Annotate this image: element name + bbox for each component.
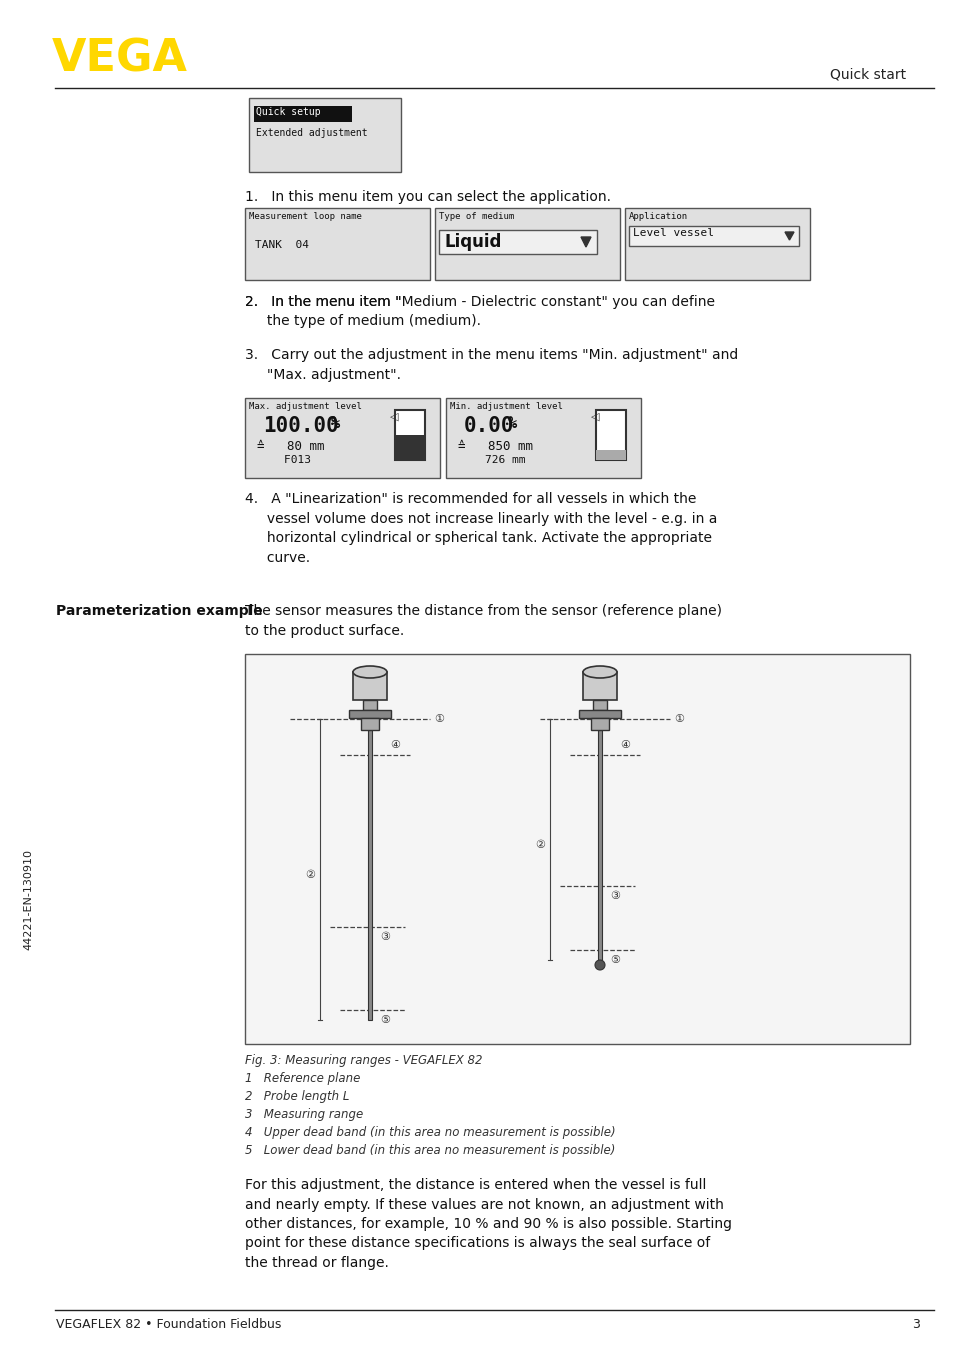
Text: ≙   850 mm: ≙ 850 mm: [457, 440, 533, 454]
Text: Quick start: Quick start: [829, 68, 905, 83]
Text: F013: F013: [256, 455, 311, 464]
Text: 1   Reference plane: 1 Reference plane: [245, 1072, 360, 1085]
Text: ◁: ◁: [390, 412, 398, 422]
Polygon shape: [580, 237, 590, 246]
Bar: [253, 106, 352, 122]
Text: ③: ③: [609, 891, 619, 900]
Bar: [249, 97, 400, 172]
Text: ◁: ◁: [590, 412, 598, 422]
Bar: [628, 226, 799, 246]
Polygon shape: [784, 232, 793, 240]
Text: ≙   80 mm: ≙ 80 mm: [256, 440, 324, 454]
Text: %: %: [331, 416, 340, 431]
Bar: [593, 700, 606, 709]
Text: ③: ③: [379, 932, 390, 942]
Text: 3: 3: [911, 1317, 919, 1331]
Text: 3   Measuring range: 3 Measuring range: [245, 1108, 363, 1121]
Text: 4.   A "Linearization" is recommended for all vessels in which the
     vessel v: 4. A "Linearization" is recommended for …: [245, 492, 717, 565]
Bar: [596, 410, 625, 460]
Bar: [582, 672, 617, 700]
Text: ②: ②: [535, 839, 544, 850]
Text: ①: ①: [434, 714, 443, 724]
Bar: [578, 709, 620, 718]
Bar: [360, 718, 378, 730]
Text: ⑤: ⑤: [379, 1016, 390, 1025]
Text: %: %: [507, 416, 517, 431]
Text: ②: ②: [305, 871, 314, 880]
Bar: [590, 718, 608, 730]
Text: 44221-EN-130910: 44221-EN-130910: [23, 849, 33, 951]
Bar: [349, 709, 391, 718]
Text: 5   Lower dead band (in this area no measurement is possible): 5 Lower dead band (in this area no measu…: [245, 1144, 615, 1158]
Text: Min. adjustment level: Min. adjustment level: [450, 402, 562, 412]
Text: Liquid: Liquid: [444, 233, 502, 250]
Text: Measurement loop name: Measurement loop name: [249, 213, 361, 221]
Circle shape: [595, 960, 604, 969]
Bar: [395, 410, 424, 460]
Text: 3.   Carry out the adjustment in the menu items "Min. adjustment" and
     "Max.: 3. Carry out the adjustment in the menu …: [245, 348, 738, 382]
Text: Max. adjustment level: Max. adjustment level: [249, 402, 361, 412]
Text: For this adjustment, the distance is entered when the vessel is full
and nearly : For this adjustment, the distance is ent…: [245, 1178, 731, 1270]
Text: 2.   In the menu item ": 2. In the menu item ": [245, 295, 401, 309]
Text: 726 mm: 726 mm: [457, 455, 525, 464]
Bar: [368, 730, 372, 1020]
Ellipse shape: [353, 666, 387, 678]
Bar: [353, 672, 387, 700]
Text: Extended adjustment: Extended adjustment: [255, 129, 367, 138]
Text: 2   Probe length L: 2 Probe length L: [245, 1090, 349, 1104]
Text: VEGAFLEX 82 • Foundation Fieldbus: VEGAFLEX 82 • Foundation Fieldbus: [56, 1317, 281, 1331]
Text: Quick setup: Quick setup: [255, 107, 320, 116]
Text: Type of medium: Type of medium: [438, 213, 514, 221]
Bar: [435, 209, 619, 280]
Text: 2.   In the menu item "Medium - Dielectric constant" you can define
     the typ: 2. In the menu item "Medium - Dielectric…: [245, 295, 714, 329]
Text: The sensor measures the distance from the sensor (reference plane)
to the produc: The sensor measures the distance from th…: [245, 604, 721, 638]
Bar: [245, 209, 430, 280]
Ellipse shape: [582, 666, 617, 678]
Text: ①: ①: [673, 714, 683, 724]
Text: 4   Upper dead band (in this area no measurement is possible): 4 Upper dead band (in this area no measu…: [245, 1127, 615, 1139]
Bar: [363, 700, 376, 709]
Text: Level vessel: Level vessel: [633, 227, 713, 238]
Text: ④: ④: [619, 741, 629, 750]
Text: Parameterization example: Parameterization example: [56, 604, 262, 617]
Bar: [395, 435, 424, 460]
Bar: [245, 654, 909, 1044]
Text: Application: Application: [628, 213, 687, 221]
Text: ④: ④: [390, 741, 399, 750]
Bar: [438, 230, 597, 255]
Bar: [596, 450, 625, 460]
Text: ⑤: ⑤: [609, 955, 619, 965]
Text: TANK  04: TANK 04: [254, 240, 309, 250]
Text: 1.   In this menu item you can select the application.: 1. In this menu item you can select the …: [245, 190, 610, 204]
Text: VEGA: VEGA: [52, 38, 188, 81]
Bar: [446, 398, 640, 478]
Bar: [245, 398, 439, 478]
Text: Fig. 3: Measuring ranges - VEGAFLEX 82: Fig. 3: Measuring ranges - VEGAFLEX 82: [245, 1053, 482, 1067]
Text: 0.00: 0.00: [463, 416, 514, 436]
Bar: [624, 209, 809, 280]
Text: 100.00: 100.00: [263, 416, 338, 436]
Bar: [598, 730, 601, 960]
